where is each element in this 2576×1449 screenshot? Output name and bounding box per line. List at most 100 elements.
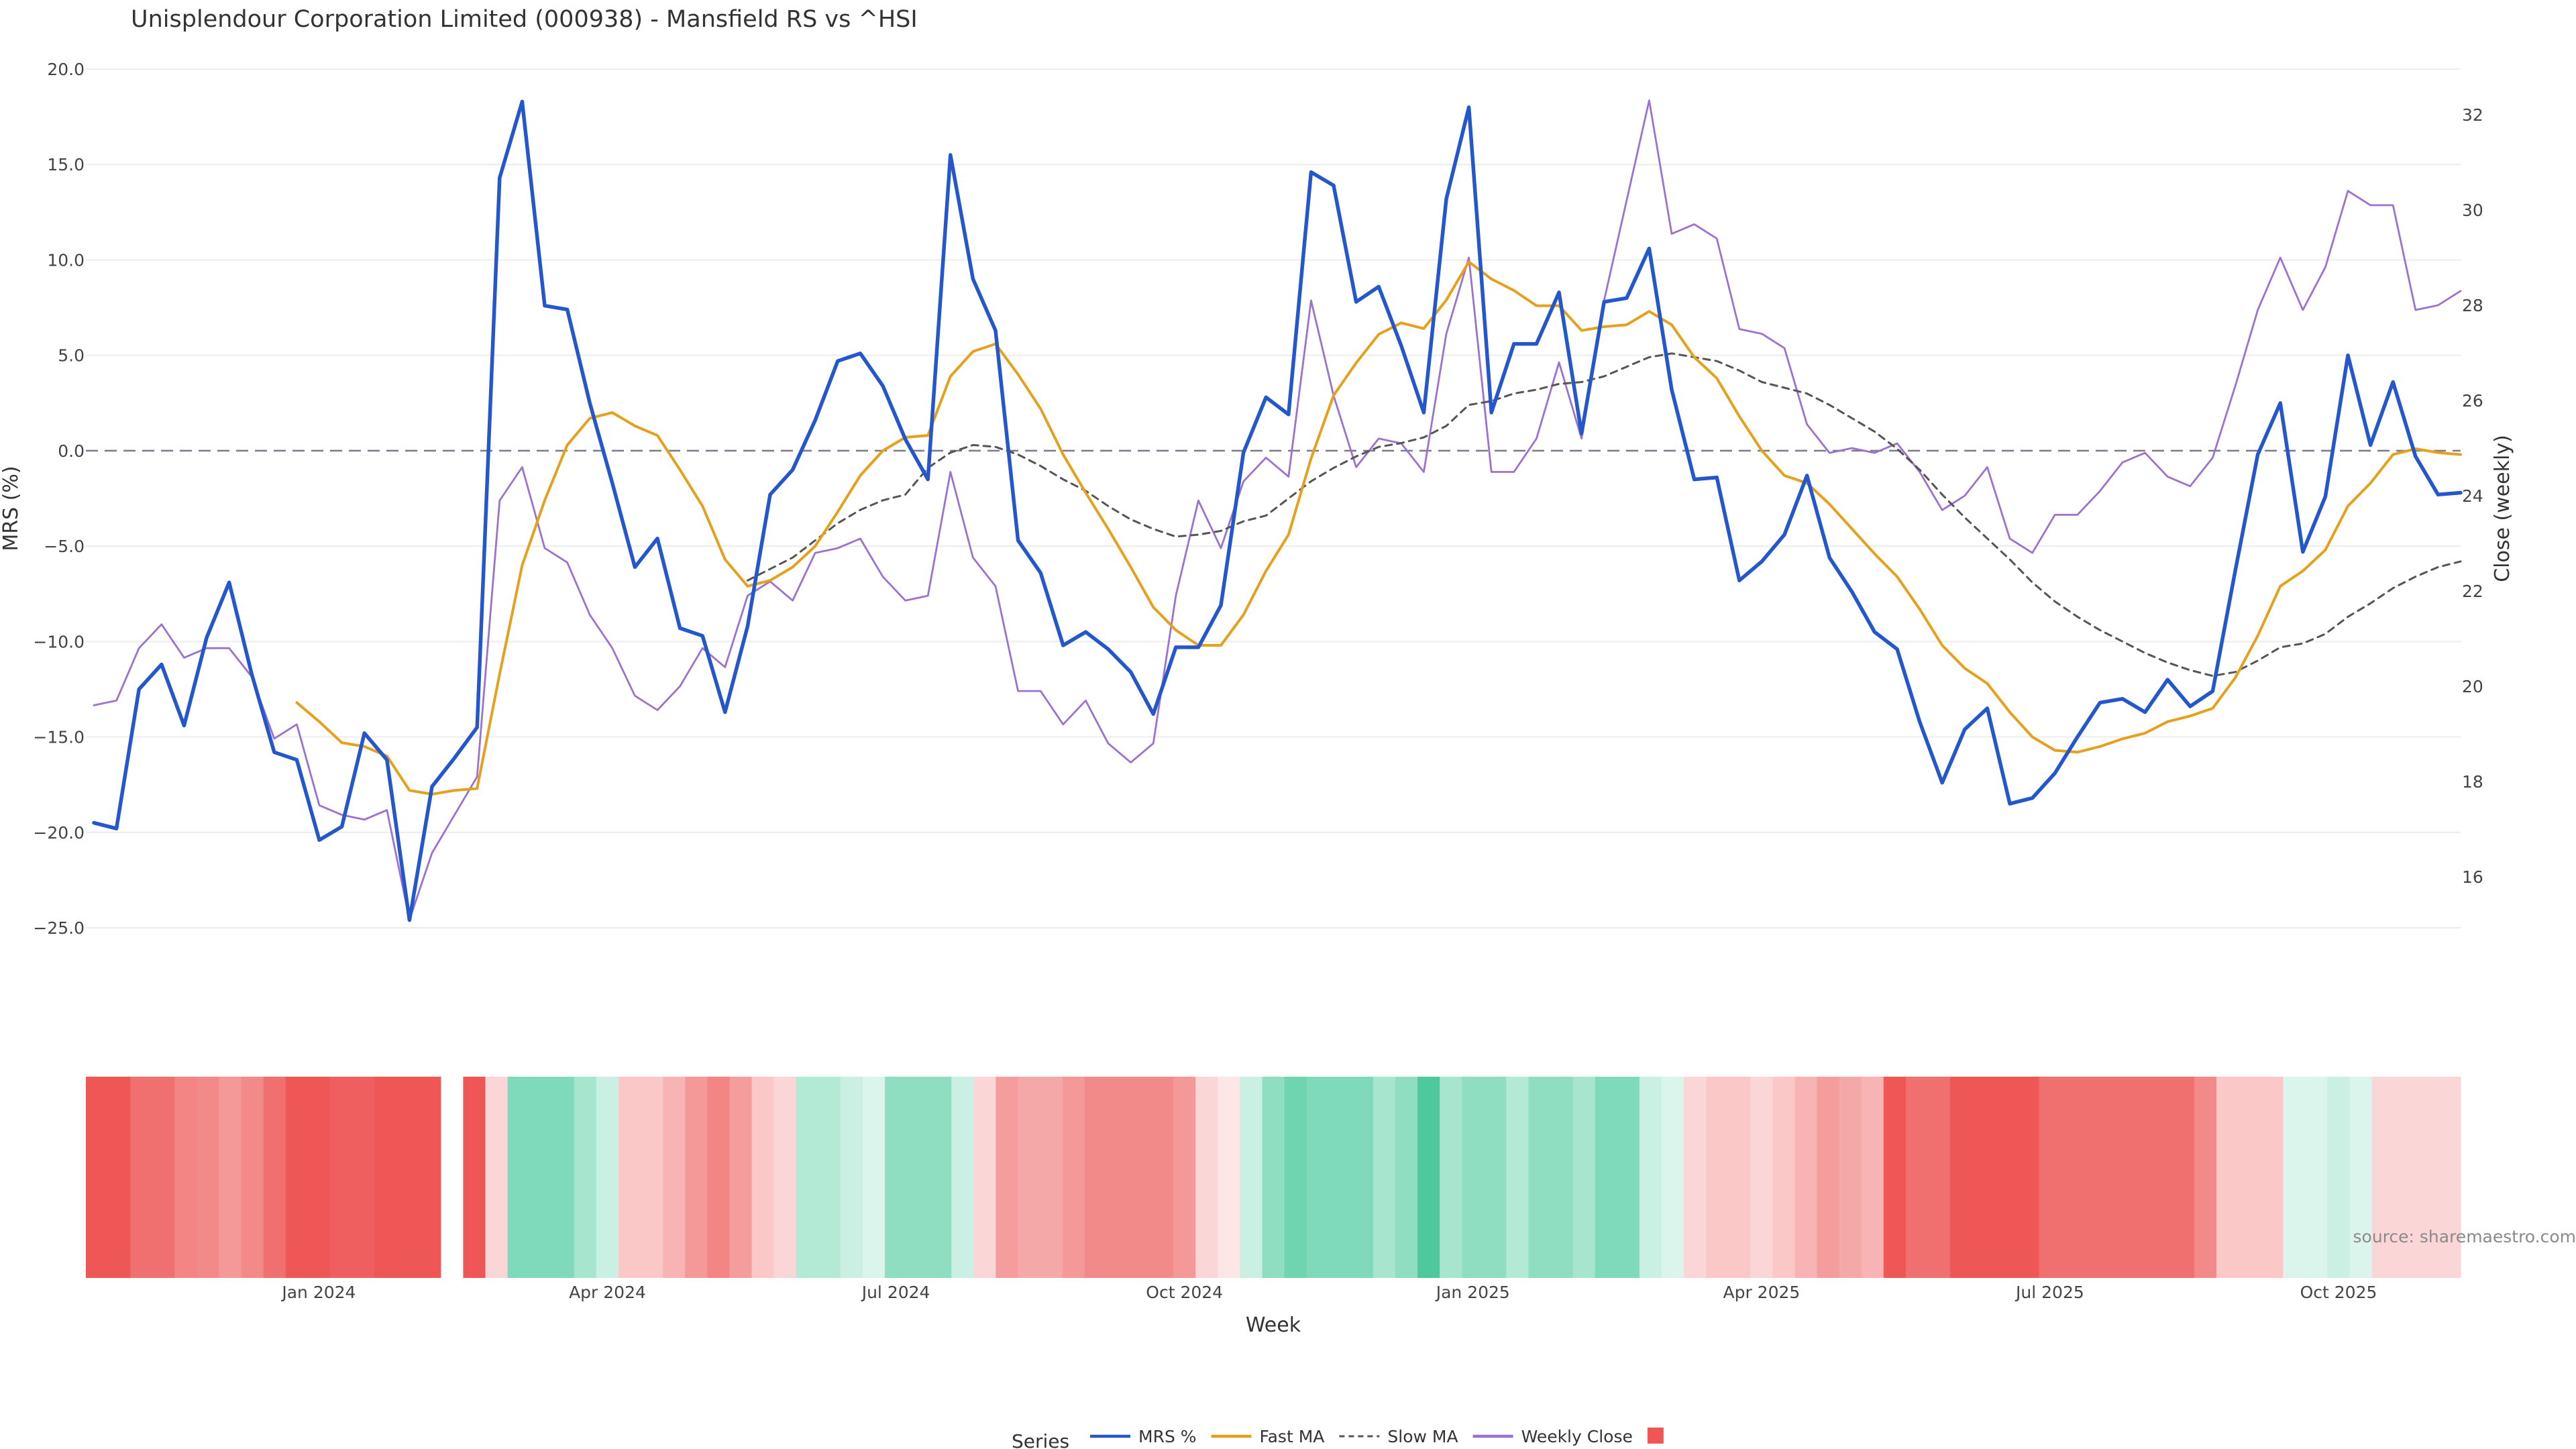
left-axis-ticks: 20.0 15.0 10.0 5.0 0.0 −5.0 −10.0 −15.0 −20.0 −25… — [33, 60, 85, 938]
heatmap-cell — [441, 1077, 464, 1278]
heatmap-cell — [1151, 1077, 1174, 1278]
heatmap-cell — [707, 1077, 731, 1278]
right-tick-label: 30 — [2462, 201, 2483, 220]
heatmap-cell — [1018, 1077, 1041, 1278]
heatmap-cell — [1417, 1077, 1440, 1278]
heatmap-cell — [2171, 1077, 2195, 1278]
heatmap-cell — [840, 1077, 863, 1278]
heatmap-cell — [1306, 1077, 1330, 1278]
heatmap-cell — [86, 1077, 109, 1278]
heatmap-cell — [130, 1077, 153, 1278]
heatmap-cell — [108, 1077, 131, 1278]
heatmap-cell — [751, 1077, 775, 1278]
heatmap-cell — [174, 1077, 198, 1278]
heatmap-cell — [1528, 1077, 1552, 1278]
grid-lines — [86, 68, 2461, 928]
right-tick-label: 16 — [2462, 867, 2483, 887]
x-axis-title: Week — [1246, 1313, 1301, 1337]
heatmap-cell — [996, 1077, 1019, 1278]
heatmap-cell — [1195, 1077, 1218, 1278]
heatmap-cell — [885, 1077, 908, 1278]
heatmap-cell — [529, 1077, 553, 1278]
heatmap-cell — [1972, 1077, 1995, 1278]
heatmap-cell — [419, 1077, 441, 1278]
heatmap-cell — [1883, 1077, 1907, 1278]
heatmap-cell — [1373, 1077, 1396, 1278]
right-tick-label: 24 — [2462, 486, 2483, 506]
heatmap-cell — [1572, 1077, 1596, 1278]
left-tick-label: −5.0 — [44, 537, 85, 556]
rs-heatmap-strip — [86, 1077, 2461, 1278]
x-tick-label: Apr 2024 — [569, 1283, 646, 1302]
heatmap-cell — [485, 1077, 508, 1278]
heatmap-cell — [307, 1077, 331, 1278]
heatmap-cell — [2039, 1077, 2062, 1278]
heatmap-cell — [1240, 1077, 1263, 1278]
heatmap-cell — [1262, 1077, 1285, 1278]
heatmap-cell — [1839, 1077, 1862, 1278]
left-tick-label: 10.0 — [47, 250, 85, 270]
heatmap-cell — [2239, 1077, 2261, 1278]
right-axis-ticks: 32 30 28 26 24 22 20 18 16 — [2462, 105, 2483, 887]
heatmap-cell — [2305, 1077, 2328, 1278]
heatmap-cell — [2371, 1077, 2395, 1278]
y-axis-title-left: MRS (%) — [0, 466, 23, 551]
legend-title: Series — [1012, 1430, 1069, 1449]
heatmap-cell — [1395, 1077, 1418, 1278]
heatmap-cell — [2283, 1077, 2306, 1278]
heatmap-cell — [2394, 1077, 2417, 1278]
heatmap-cell — [1950, 1077, 1973, 1278]
x-axis-ticks: Jan 2024 Apr 2024 Jul 2024 Oct 2024 Jan 2025… — [280, 1283, 2377, 1302]
heatmap-cell — [641, 1077, 663, 1278]
left-tick-label: 15.0 — [47, 155, 85, 174]
series-fast-ma-line — [295, 260, 2462, 796]
heatmap-cell — [219, 1077, 242, 1278]
heatmap-cell — [1084, 1077, 1108, 1278]
right-tick-label: 26 — [2462, 391, 2483, 411]
heatmap-cell — [1595, 1077, 1618, 1278]
heatmap-cell — [329, 1077, 353, 1278]
x-tick-label: Jul 2024 — [861, 1283, 930, 1302]
heatmap-cell — [263, 1077, 286, 1278]
heatmap-cell — [241, 1077, 264, 1278]
y-axis-title-right: Close (weekly) — [2491, 435, 2514, 582]
x-tick-label: Jul 2025 — [2015, 1283, 2084, 1302]
heatmap-cell — [1440, 1077, 1462, 1278]
legend-label: Fast MA — [1260, 1427, 1325, 1446]
legend-label: Weekly Close — [1521, 1427, 1633, 1446]
heatmap-cell — [973, 1077, 997, 1278]
heatmap-cell — [2416, 1077, 2439, 1278]
heatmap-cell — [2216, 1077, 2239, 1278]
heatmap-cell — [1861, 1077, 1884, 1278]
heatmap-cell — [1284, 1077, 1307, 1278]
heatmap-cell — [862, 1077, 885, 1278]
heatmap-cell — [463, 1077, 486, 1278]
heatmap-cell — [1350, 1077, 1374, 1278]
heatmap-cell — [152, 1077, 175, 1278]
heatmap-cell — [2438, 1077, 2461, 1278]
heatmap-cell — [685, 1077, 708, 1278]
heatmap-cell — [352, 1077, 375, 1278]
series-slow-ma-line — [746, 352, 2462, 677]
series-weekly-close-line — [93, 99, 2462, 921]
heatmap-cell — [2149, 1077, 2173, 1278]
right-tick-label: 22 — [2462, 582, 2483, 601]
heatmap-cell — [374, 1077, 397, 1278]
heatmap-cell — [2061, 1077, 2084, 1278]
legend-label: Slow MA — [1387, 1427, 1458, 1446]
chart-title: Unisplendour Corporation Limited (000938… — [131, 6, 918, 33]
heatmap-cell — [1728, 1077, 1751, 1278]
left-tick-label: 0.0 — [58, 441, 85, 461]
left-tick-label: −10.0 — [33, 632, 85, 651]
heatmap-cell — [1040, 1077, 1063, 1278]
heatmap-cell — [2083, 1077, 2106, 1278]
left-tick-label: 20.0 — [47, 60, 85, 79]
heatmap-cell — [396, 1077, 419, 1278]
heatmap-cell — [1927, 1077, 1951, 1278]
heatmap-cell — [197, 1077, 220, 1278]
heatmap-cell — [1772, 1077, 1796, 1278]
heatmap-cell — [551, 1077, 575, 1278]
heatmap-cell — [907, 1077, 930, 1278]
heatmap-cell — [1106, 1077, 1130, 1278]
heatmap-cell — [2127, 1077, 2151, 1278]
